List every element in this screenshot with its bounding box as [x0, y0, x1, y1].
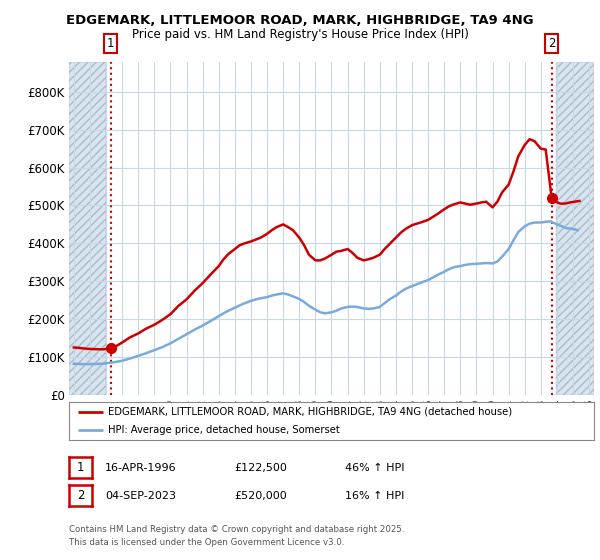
Text: HPI: Average price, detached house, Somerset: HPI: Average price, detached house, Some…: [109, 425, 340, 435]
Text: Price paid vs. HM Land Registry's House Price Index (HPI): Price paid vs. HM Land Registry's House …: [131, 28, 469, 41]
Text: £122,500: £122,500: [234, 463, 287, 473]
Text: Contains HM Land Registry data © Crown copyright and database right 2025.: Contains HM Land Registry data © Crown c…: [69, 525, 404, 534]
Text: 16% ↑ HPI: 16% ↑ HPI: [345, 491, 404, 501]
Bar: [556, 62, 594, 395]
Text: 1: 1: [77, 461, 84, 474]
Text: This data is licensed under the Open Government Licence v3.0.: This data is licensed under the Open Gov…: [69, 538, 344, 547]
Text: £520,000: £520,000: [234, 491, 287, 501]
Text: 2: 2: [548, 37, 556, 50]
Text: 04-SEP-2023: 04-SEP-2023: [105, 491, 176, 501]
Text: 1: 1: [107, 37, 115, 50]
Bar: [69, 62, 106, 395]
Text: 2: 2: [77, 489, 84, 502]
Text: EDGEMARK, LITTLEMOOR ROAD, MARK, HIGHBRIDGE, TA9 4NG: EDGEMARK, LITTLEMOOR ROAD, MARK, HIGHBRI…: [66, 14, 534, 27]
Text: 46% ↑ HPI: 46% ↑ HPI: [345, 463, 404, 473]
Text: 16-APR-1996: 16-APR-1996: [105, 463, 176, 473]
Text: EDGEMARK, LITTLEMOOR ROAD, MARK, HIGHBRIDGE, TA9 4NG (detached house): EDGEMARK, LITTLEMOOR ROAD, MARK, HIGHBRI…: [109, 407, 512, 417]
